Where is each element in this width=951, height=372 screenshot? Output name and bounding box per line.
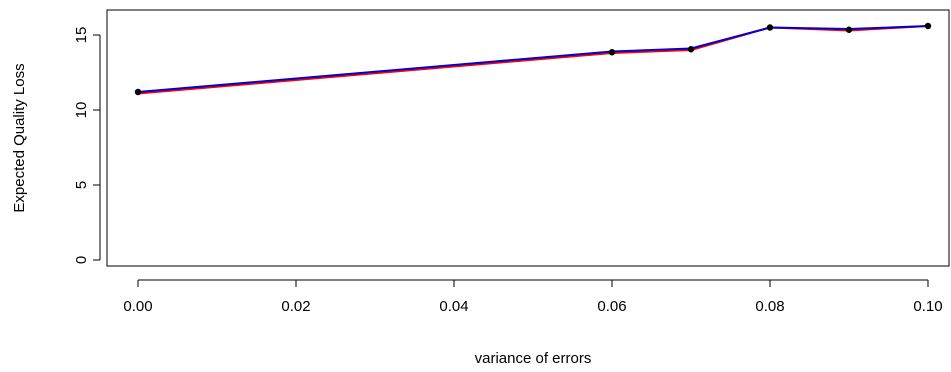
series-layer xyxy=(137,25,929,95)
plot-frame xyxy=(106,9,950,267)
x-axis: 0.00 0.02 0.04 0.06 0.08 0.10 xyxy=(123,279,943,315)
data-point xyxy=(608,49,616,56)
y-tick-label: 5 xyxy=(73,181,90,189)
x-tick-label: 0.08 xyxy=(755,298,784,315)
series-line-1 xyxy=(137,25,929,95)
y-axis-title: Expected Quality Loss xyxy=(11,63,28,212)
x-tick-label: 0.06 xyxy=(597,298,626,315)
x-tick-label: 0.00 xyxy=(123,298,152,315)
y-axis: 0 5 10 15 xyxy=(73,27,101,264)
data-point xyxy=(845,26,853,33)
x-tick-label: 0.02 xyxy=(281,298,310,315)
data-point xyxy=(687,46,695,53)
series-line-2 xyxy=(137,25,929,93)
data-point xyxy=(766,24,774,31)
x-axis-title: variance of errors xyxy=(475,350,592,367)
x-tick-label: 0.10 xyxy=(913,298,942,315)
y-tick-label: 10 xyxy=(73,102,90,119)
points-layer xyxy=(134,22,932,96)
data-point xyxy=(924,22,932,30)
x-tick-label: 0.04 xyxy=(439,298,468,315)
y-tick-label: 0 xyxy=(73,256,90,264)
y-tick-label: 15 xyxy=(73,27,90,44)
data-point xyxy=(134,88,142,96)
